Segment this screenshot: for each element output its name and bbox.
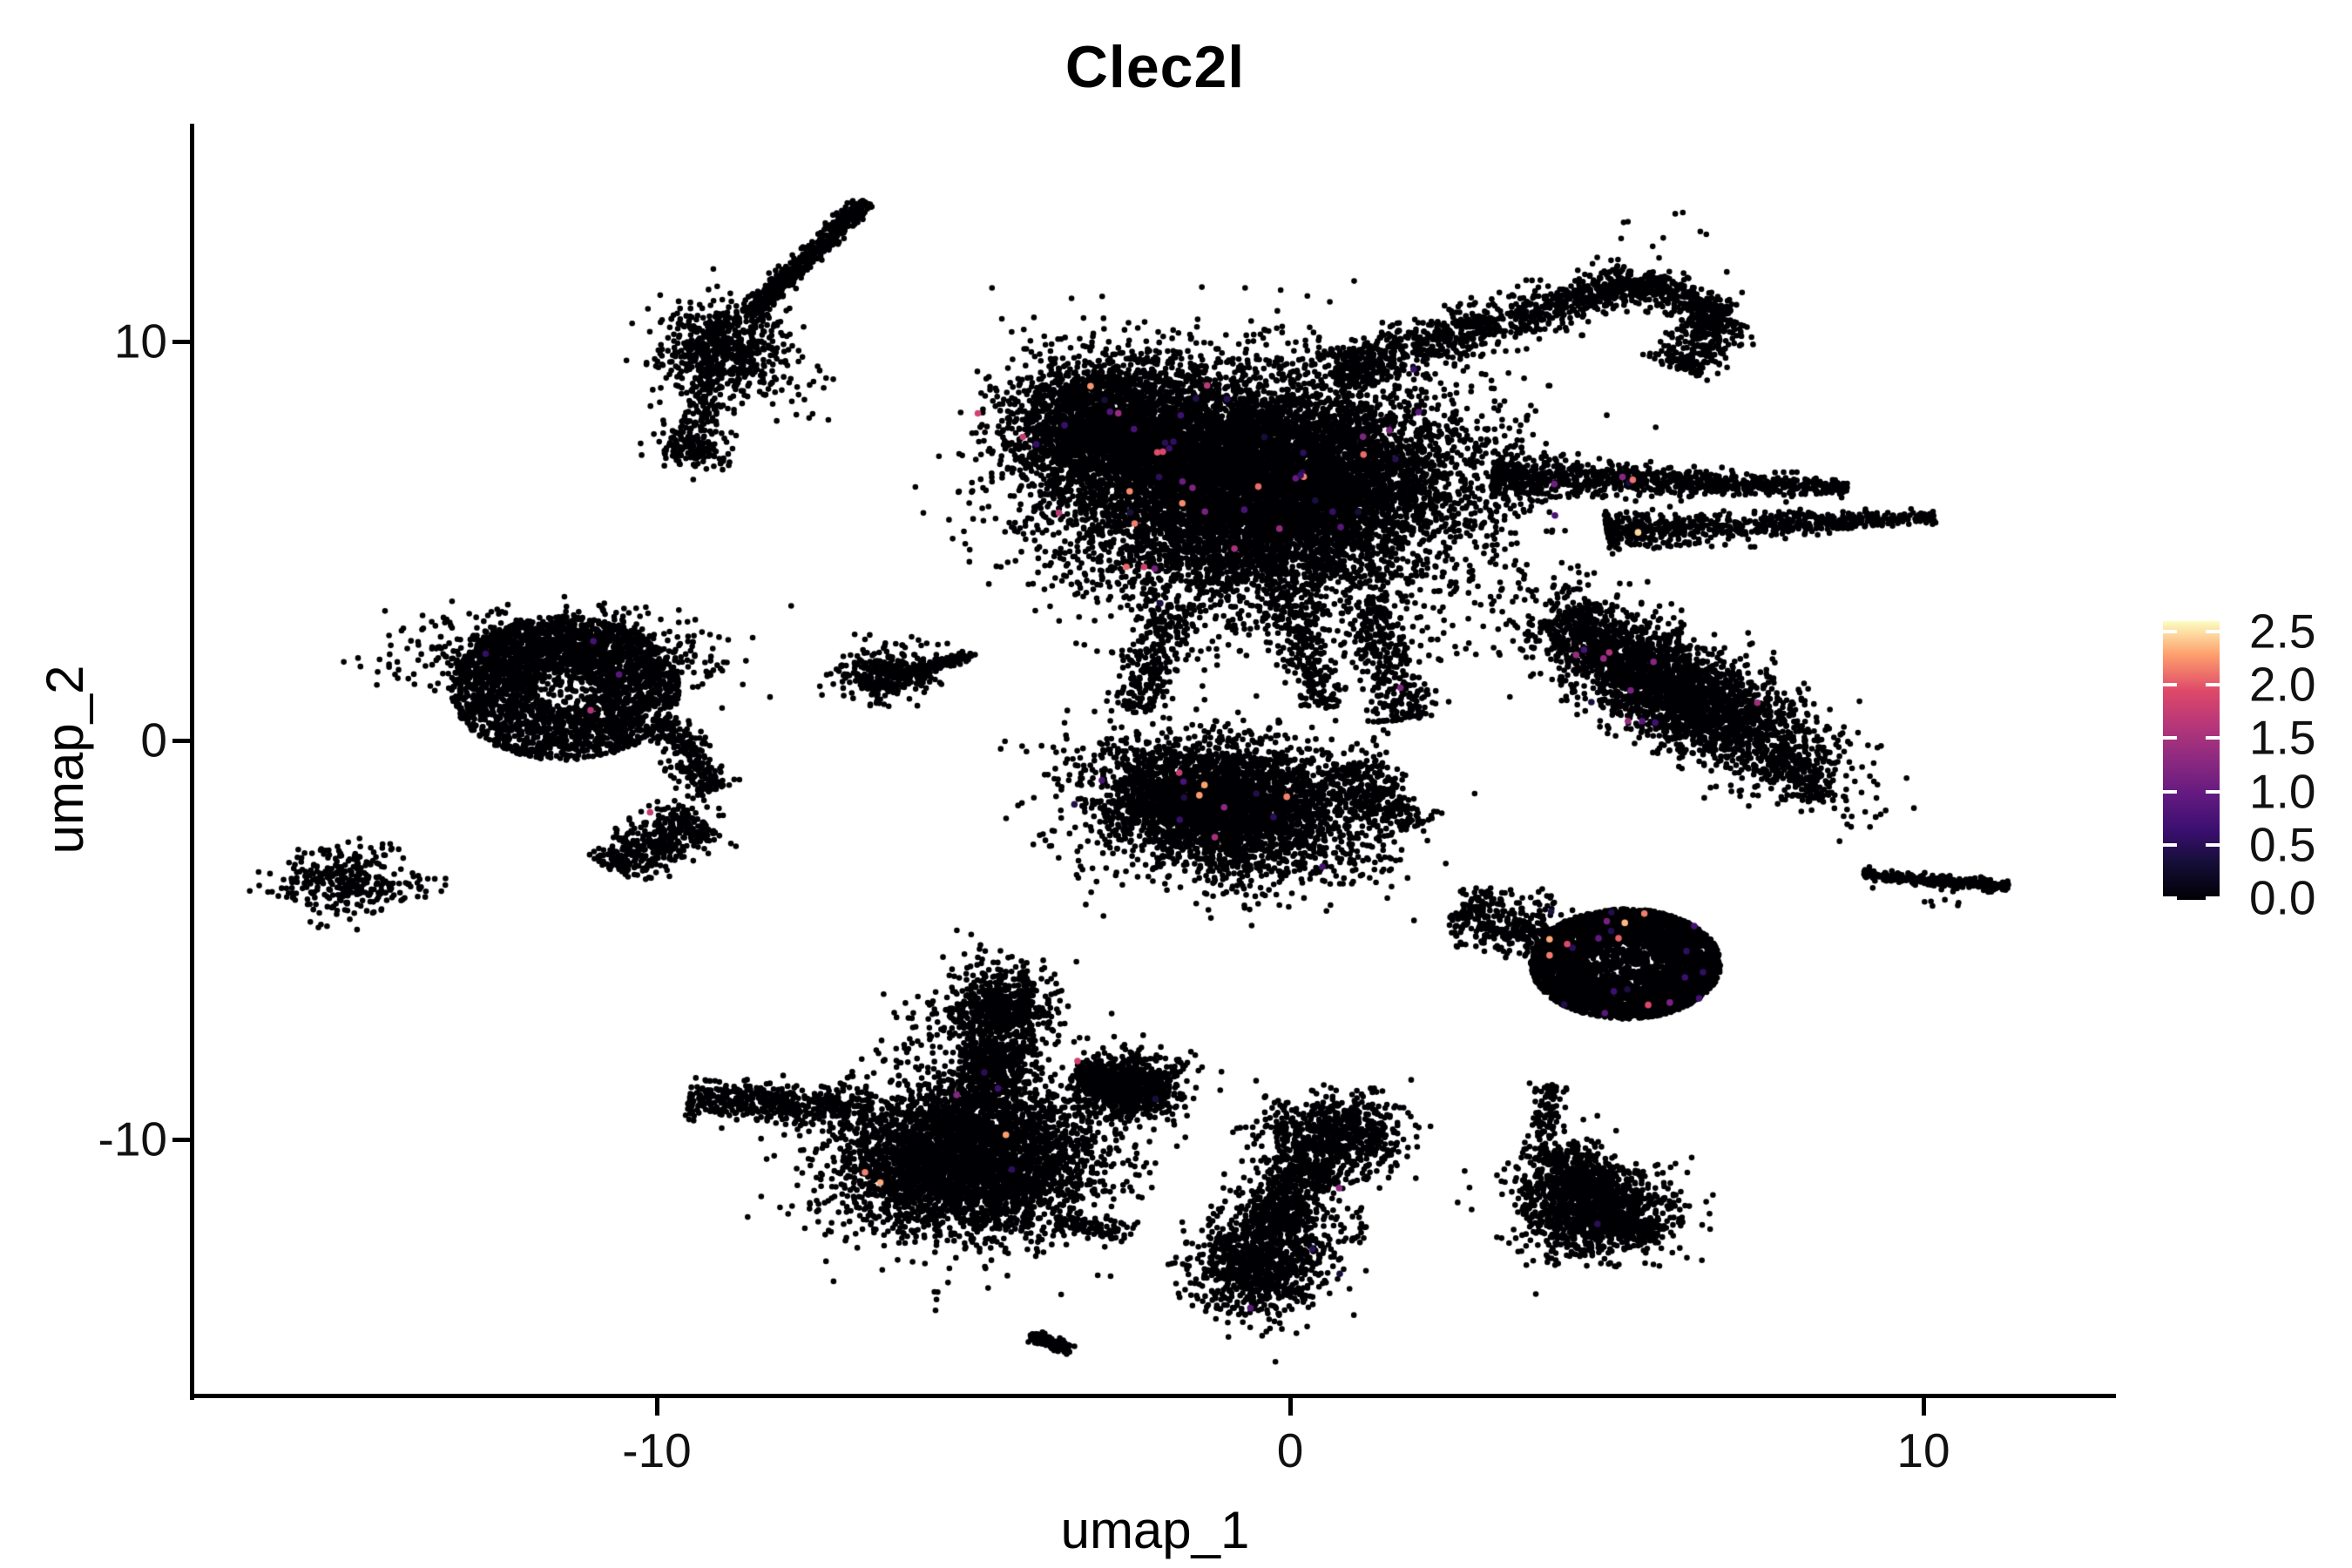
plot-title: Clec2l — [1064, 34, 1246, 100]
colorbar-label-2.0: 2.0 — [2249, 657, 2316, 712]
y-tick-mark--10 — [172, 1138, 190, 1142]
y-tick-label-0: 0 — [140, 713, 167, 767]
y-axis-title: umap_2 — [36, 665, 94, 855]
colorbar-tick-2.0-left — [2163, 683, 2177, 687]
colorbar-tick-2.5-left — [2163, 630, 2177, 633]
colorbar-label-0.0: 0.0 — [2249, 870, 2316, 925]
y-tick-mark-0 — [172, 739, 190, 743]
colorbar-tick-1.5-left — [2163, 736, 2177, 740]
colorbar-tick-0.0-right — [2206, 896, 2220, 900]
x-tick-label--10: -10 — [622, 1423, 692, 1477]
colorbar-label-2.5: 2.5 — [2249, 604, 2316, 659]
colorbar-tick-2.5-right — [2206, 630, 2220, 633]
x-tick-mark--10 — [655, 1398, 659, 1416]
y-tick-label--10: -10 — [98, 1112, 168, 1166]
y-tick-mark-10 — [172, 340, 190, 344]
x-axis-line — [190, 1394, 2116, 1398]
colorbar-label-1.5: 1.5 — [2249, 710, 2316, 765]
x-tick-label-10: 10 — [1896, 1423, 1950, 1477]
colorbar-tick-2.0-right — [2206, 683, 2220, 687]
y-axis-line — [190, 124, 194, 1400]
colorbar-tick-1.0-right — [2206, 789, 2220, 794]
colorbar-tick-1.5-right — [2206, 736, 2220, 740]
y-tick-label-10: 10 — [113, 314, 167, 368]
x-tick-mark-10 — [1922, 1398, 1926, 1416]
x-tick-mark-0 — [1288, 1398, 1293, 1416]
x-axis-title: umap_1 — [1060, 1501, 1250, 1559]
colorbar-tick-0.0-left — [2163, 896, 2177, 900]
colorbar-tick-0.5-right — [2206, 842, 2220, 847]
colorbar-gradient — [2163, 621, 2220, 900]
colorbar-tick-1.0-left — [2163, 789, 2177, 794]
colorbar-label-1.0: 1.0 — [2249, 764, 2316, 819]
x-tick-label-0: 0 — [1276, 1423, 1304, 1477]
colorbar-label-0.5: 0.5 — [2249, 817, 2316, 872]
colorbar-tick-0.5-left — [2163, 842, 2177, 847]
